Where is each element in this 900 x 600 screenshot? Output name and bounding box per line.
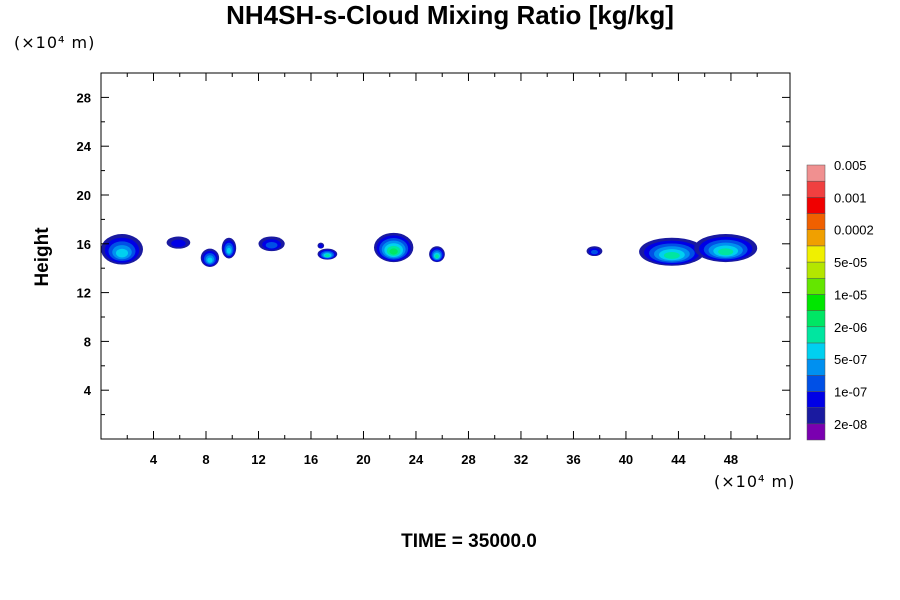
colorbar-swatch	[806, 407, 826, 425]
cloud-cell	[373, 232, 414, 263]
y-tick-label: 24	[77, 139, 92, 154]
colorbar-swatch	[806, 375, 826, 392]
colorbar-label: 2e-08	[834, 417, 867, 432]
cloud-cell	[317, 248, 338, 260]
plot-frame	[100, 72, 791, 440]
contour-level	[590, 249, 598, 255]
cloud-cell	[317, 242, 325, 249]
colorbar-label: 5e-07	[834, 352, 867, 367]
x-tick-label: 4	[150, 452, 158, 467]
colorbar-swatch	[806, 423, 826, 441]
cloud-cell	[166, 236, 191, 249]
x-tick-label: 44	[671, 452, 686, 467]
x-tick-label: 36	[566, 452, 580, 467]
colorbar-swatch	[806, 197, 826, 214]
contour-level	[171, 239, 186, 248]
colorbar-swatch	[806, 229, 826, 247]
y-tick-label: 20	[77, 188, 91, 203]
cloud-cell	[200, 248, 220, 267]
colorbar-swatch	[806, 180, 826, 198]
colorbar-label: 1e-05	[834, 287, 867, 302]
contour-level	[115, 248, 128, 258]
colorbar-label: 2e-06	[834, 320, 867, 335]
colorbar-swatch	[806, 358, 826, 376]
contour-level	[265, 241, 278, 249]
x-tick-label: 40	[619, 452, 633, 467]
colorbar-label: 1e-07	[834, 384, 867, 399]
cloud-cell	[429, 246, 445, 263]
contour-level	[663, 252, 680, 259]
x-tick-label: 12	[251, 452, 265, 467]
chart-title: NH4SH-s-Cloud Mixing Ratio [kg/kg]	[226, 0, 674, 30]
colorbar-swatch	[806, 294, 826, 311]
colorbar-swatch	[806, 326, 826, 344]
cloud-cell	[258, 236, 285, 252]
y-axis-unit: (×10⁴ m)	[14, 33, 96, 52]
x-tick-label: 8	[202, 452, 209, 467]
contour-level	[389, 248, 398, 255]
cloud-cell	[101, 234, 143, 265]
x-axis-unit: (×10⁴ m)	[714, 472, 796, 491]
cloud-cell	[586, 246, 603, 256]
x-tick-label: 24	[409, 452, 424, 467]
cloud-cell	[639, 237, 705, 266]
x-tick-label: 16	[304, 452, 318, 467]
contour-level	[207, 257, 213, 263]
contour-level	[318, 244, 323, 248]
colorbar-swatch	[806, 245, 826, 263]
colorbar-label: 0.001	[834, 190, 867, 205]
contour-level	[718, 248, 734, 256]
colorbar-swatch	[806, 391, 826, 408]
x-tick-label: 32	[514, 452, 528, 467]
colorbar-label: 0.0002	[834, 223, 874, 238]
y-tick-label: 16	[77, 237, 91, 252]
contour-level	[435, 254, 439, 259]
y-tick-label: 28	[77, 90, 91, 105]
contour-level	[226, 247, 232, 254]
cloud-cell	[694, 234, 758, 263]
colorbar-swatch	[806, 277, 826, 295]
colorbar-swatch	[806, 213, 826, 230]
colorbar-swatch	[806, 164, 826, 182]
colorbar-label: 0.005	[834, 158, 867, 173]
y-tick-label: 12	[77, 286, 91, 301]
colorbar-swatch	[806, 261, 826, 279]
y-tick-label: 8	[84, 334, 91, 349]
colorbar-label: 5e-05	[834, 255, 867, 270]
contour-level	[324, 254, 330, 257]
x-tick-label: 48	[724, 452, 738, 467]
time-label: TIME = 35000.0	[401, 531, 537, 552]
cloud-cell	[221, 237, 237, 259]
colorbar-swatch	[806, 342, 826, 360]
x-tick-label: 20	[356, 452, 370, 467]
x-tick-label: 28	[461, 452, 475, 467]
y-tick-label: 4	[84, 383, 92, 398]
colorbar-swatch	[806, 310, 826, 328]
